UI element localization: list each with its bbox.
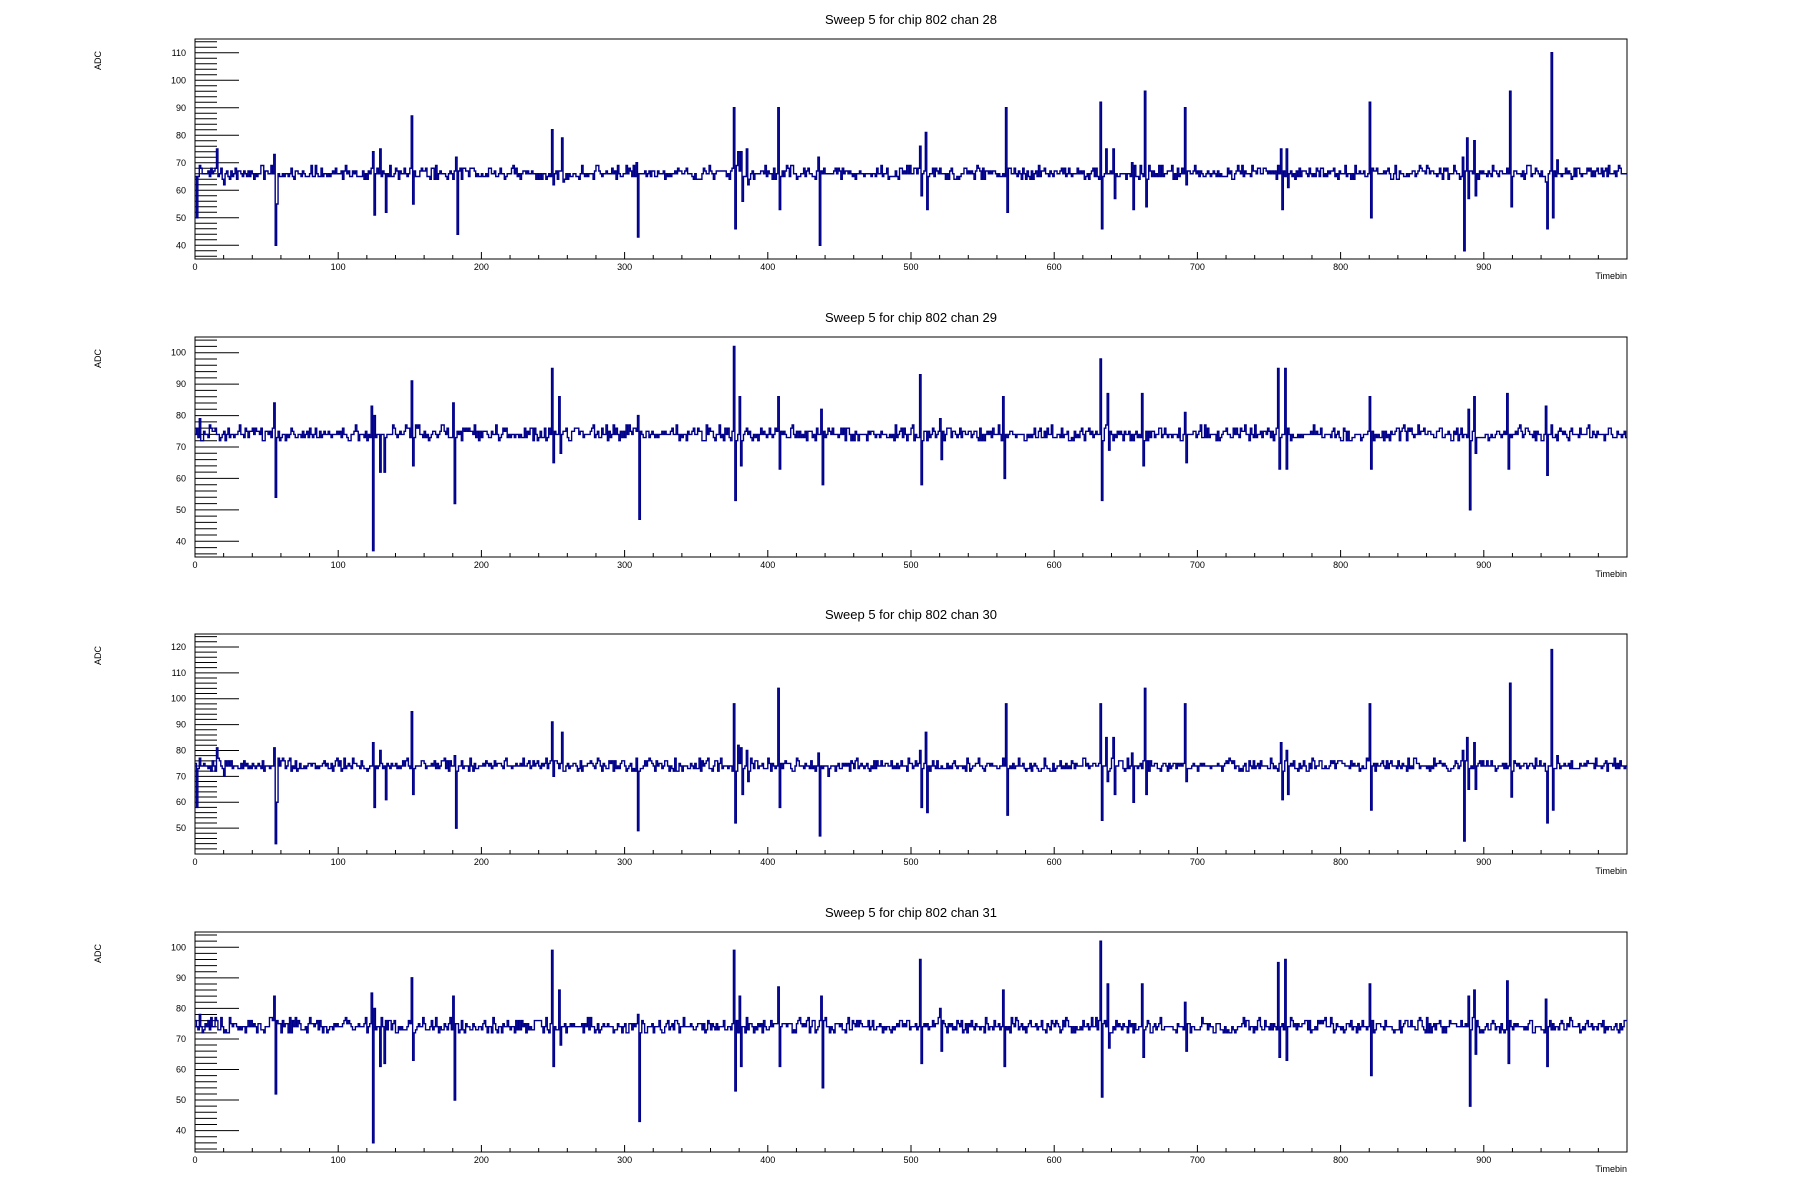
x-tick-label: 0 bbox=[192, 262, 197, 272]
x-tick-label: 600 bbox=[1047, 1155, 1062, 1165]
y-tick-label: 100 bbox=[171, 694, 186, 704]
chart-panel-1: Sweep 5 for chip 802 chan 29 ADC Timebin 40… bbox=[93, 310, 1628, 579]
x-tick-label: 100 bbox=[331, 1155, 346, 1165]
x-tick-label: 400 bbox=[760, 560, 775, 570]
x-tick-label: 600 bbox=[1047, 857, 1062, 867]
x-axis-label: Timebin bbox=[1595, 866, 1627, 876]
x-tick-label: 400 bbox=[760, 857, 775, 867]
x-tick-label: 500 bbox=[903, 262, 918, 272]
plot-frame bbox=[194, 633, 1628, 855]
chart-title: Sweep 5 for chip 802 chan 28 bbox=[825, 12, 997, 27]
x-tick-label: 800 bbox=[1333, 560, 1348, 570]
y-tick-label: 50 bbox=[176, 1095, 186, 1105]
chart-title: Sweep 5 for chip 802 chan 29 bbox=[825, 310, 997, 325]
y-tick-label: 90 bbox=[176, 103, 186, 113]
x-tick-label: 200 bbox=[474, 857, 489, 867]
y-tick-label: 100 bbox=[171, 75, 186, 85]
x-tick-label: 400 bbox=[760, 262, 775, 272]
y-axis-label: ADC bbox=[93, 349, 103, 369]
y-tick-label: 60 bbox=[176, 473, 186, 483]
x-tick-label: 500 bbox=[903, 560, 918, 570]
x-tick-label: 0 bbox=[192, 560, 197, 570]
y-tick-label: 80 bbox=[176, 1003, 186, 1013]
x-tick-label: 300 bbox=[617, 857, 632, 867]
chart-title: Sweep 5 for chip 802 chan 30 bbox=[825, 607, 997, 622]
y-tick-label: 50 bbox=[176, 823, 186, 833]
x-tick-label: 100 bbox=[331, 857, 346, 867]
y-tick-label: 110 bbox=[172, 668, 186, 678]
y-tick-label: 80 bbox=[176, 130, 186, 140]
x-tick-label: 700 bbox=[1190, 262, 1205, 272]
y-tick-label: 80 bbox=[176, 411, 186, 421]
x-tick-label: 100 bbox=[331, 560, 346, 570]
y-tick-label: 100 bbox=[171, 348, 186, 358]
x-tick-label: 100 bbox=[331, 262, 346, 272]
y-tick-label: 60 bbox=[176, 797, 186, 807]
x-tick-label: 200 bbox=[474, 560, 489, 570]
y-tick-label: 70 bbox=[176, 771, 186, 781]
x-tick-label: 0 bbox=[192, 1155, 197, 1165]
x-tick-label: 700 bbox=[1190, 857, 1205, 867]
x-tick-label: 300 bbox=[617, 1155, 632, 1165]
adc-trace bbox=[195, 52, 1627, 252]
x-tick-label: 600 bbox=[1047, 560, 1062, 570]
x-tick-label: 600 bbox=[1047, 262, 1062, 272]
x-tick-label: 0 bbox=[192, 857, 197, 867]
y-tick-label: 90 bbox=[176, 973, 186, 983]
x-tick-label: 300 bbox=[617, 262, 632, 272]
y-tick-label: 70 bbox=[176, 1034, 186, 1044]
y-tick-label: 40 bbox=[176, 240, 186, 250]
x-axis-label: Timebin bbox=[1595, 271, 1627, 281]
y-axis-label: ADC bbox=[93, 646, 103, 666]
x-tick-label: 900 bbox=[1476, 262, 1491, 272]
y-axis-label: ADC bbox=[93, 944, 103, 964]
x-tick-label: 300 bbox=[617, 560, 632, 570]
x-tick-label: 800 bbox=[1333, 857, 1348, 867]
x-tick-label: 400 bbox=[760, 1155, 775, 1165]
x-tick-label: 200 bbox=[474, 1155, 489, 1165]
y-tick-label: 110 bbox=[172, 48, 186, 58]
x-axis-label: Timebin bbox=[1595, 569, 1627, 579]
adc-trace bbox=[195, 648, 1627, 845]
y-tick-label: 100 bbox=[171, 942, 186, 952]
y-tick-label: 40 bbox=[176, 1126, 186, 1136]
x-tick-label: 500 bbox=[903, 857, 918, 867]
chart-title: Sweep 5 for chip 802 chan 31 bbox=[825, 905, 997, 920]
x-tick-label: 800 bbox=[1333, 1155, 1348, 1165]
y-axis-label: ADC bbox=[93, 51, 103, 71]
y-tick-label: 70 bbox=[176, 158, 186, 168]
x-axis-label: Timebin bbox=[1595, 1164, 1627, 1172]
y-tick-label: 70 bbox=[176, 442, 186, 452]
y-tick-label: 50 bbox=[176, 213, 186, 223]
x-tick-label: 500 bbox=[903, 1155, 918, 1165]
plot-frame bbox=[194, 931, 1628, 1153]
adc-trace bbox=[195, 940, 1627, 1144]
y-tick-label: 40 bbox=[176, 536, 186, 546]
x-tick-label: 700 bbox=[1190, 1155, 1205, 1165]
x-tick-label: 800 bbox=[1333, 262, 1348, 272]
y-tick-label: 50 bbox=[176, 505, 186, 515]
x-tick-label: 200 bbox=[474, 262, 489, 272]
chart-panel-0: Sweep 5 for chip 802 chan 28 ADC Timebin 40… bbox=[93, 12, 1628, 281]
chart-panel-2: Sweep 5 for chip 802 chan 30 ADC Timebin 50… bbox=[93, 607, 1628, 876]
x-tick-label: 900 bbox=[1476, 1155, 1491, 1165]
y-tick-label: 60 bbox=[176, 1065, 186, 1075]
y-tick-label: 120 bbox=[171, 642, 186, 652]
x-tick-label: 900 bbox=[1476, 560, 1491, 570]
adc-trace bbox=[195, 345, 1627, 552]
y-tick-label: 90 bbox=[176, 379, 186, 389]
y-tick-label: 60 bbox=[176, 185, 186, 195]
plot-frame bbox=[194, 336, 1628, 558]
y-tick-label: 80 bbox=[176, 745, 186, 755]
plot-frame bbox=[194, 38, 1628, 260]
y-tick-label: 90 bbox=[176, 720, 186, 730]
chart-panel-3: Sweep 5 for chip 802 chan 31 ADC Timebin 40… bbox=[93, 905, 1628, 1174]
x-tick-label: 700 bbox=[1190, 560, 1205, 570]
x-tick-label: 900 bbox=[1476, 857, 1491, 867]
